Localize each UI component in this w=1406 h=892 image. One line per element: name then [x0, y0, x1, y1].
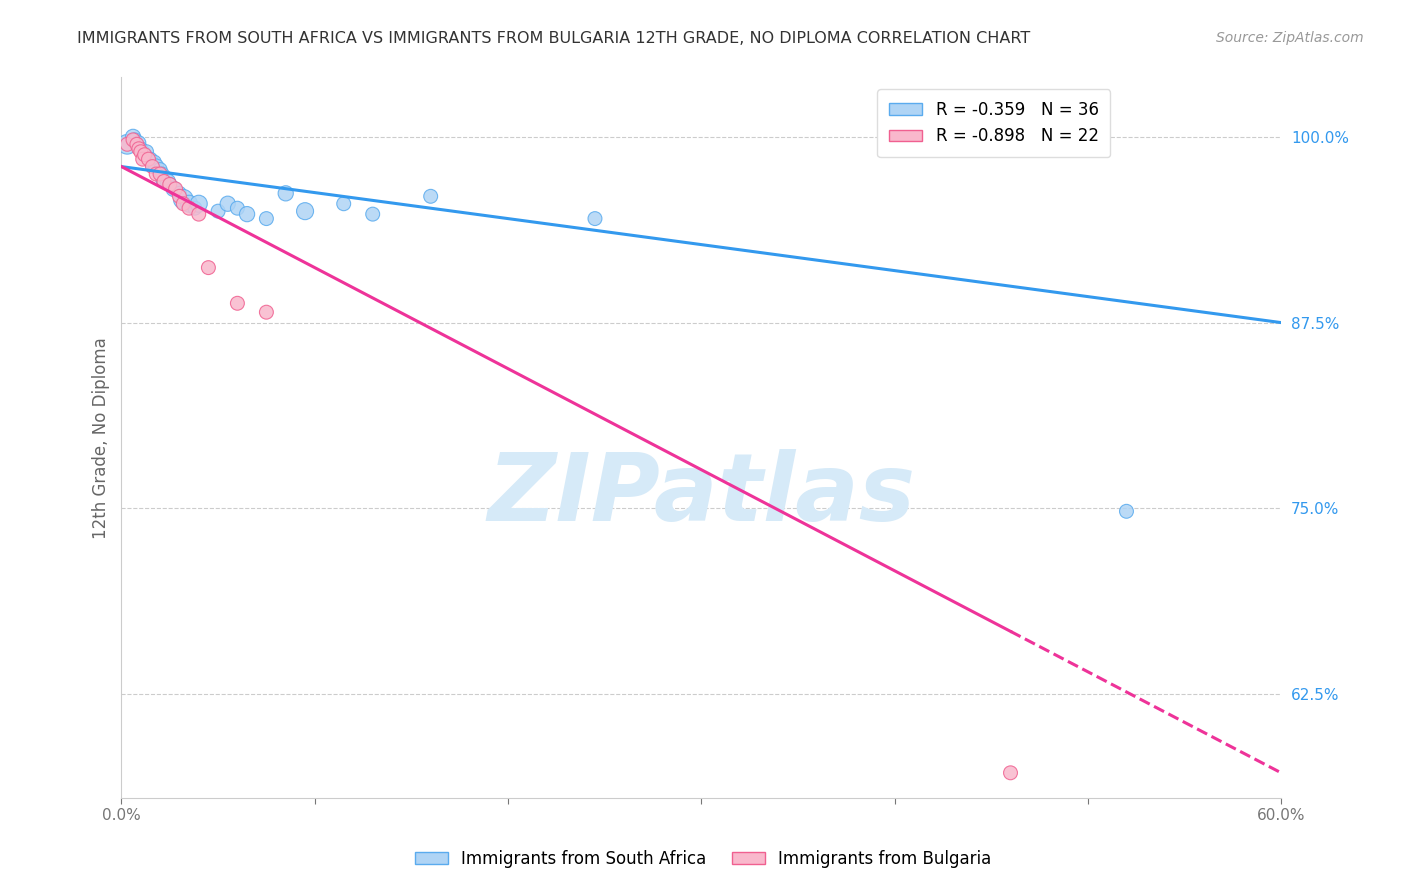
Point	[177, 196, 200, 211]
Point	[274, 186, 297, 201]
Point	[134, 147, 156, 161]
Point	[115, 137, 138, 152]
Point	[1115, 504, 1137, 518]
Point	[172, 196, 194, 211]
Point	[217, 196, 239, 211]
Text: Source: ZipAtlas.com: Source: ZipAtlas.com	[1216, 31, 1364, 45]
Point	[115, 137, 138, 152]
Point	[162, 182, 184, 196]
Point	[149, 167, 172, 181]
Point	[145, 160, 167, 174]
Point	[207, 204, 229, 219]
Point	[419, 189, 441, 203]
Point	[236, 207, 259, 221]
Point	[124, 133, 146, 147]
Point	[138, 152, 160, 166]
Point	[131, 145, 153, 159]
Point	[1000, 765, 1022, 780]
Point	[122, 133, 145, 147]
Point	[141, 156, 163, 170]
Point	[125, 137, 148, 152]
Point	[139, 152, 162, 166]
Point	[150, 167, 173, 181]
Point	[165, 182, 187, 196]
Point	[159, 178, 181, 192]
Point	[187, 196, 209, 211]
Legend: R = -0.359   N = 36, R = -0.898   N = 22: R = -0.359 N = 36, R = -0.898 N = 22	[877, 89, 1111, 157]
Point	[134, 147, 156, 161]
Point	[125, 137, 148, 152]
Point	[153, 174, 176, 188]
Point	[254, 211, 277, 226]
Point	[187, 207, 209, 221]
Point	[149, 162, 172, 177]
Point	[135, 145, 157, 159]
Point	[129, 142, 152, 156]
Point	[153, 171, 176, 186]
Text: ZIPatlas: ZIPatlas	[488, 450, 915, 541]
Point	[226, 201, 249, 215]
Point	[172, 192, 194, 206]
Point	[177, 201, 200, 215]
Point	[197, 260, 219, 275]
Point	[184, 201, 207, 215]
Point	[583, 211, 606, 226]
Point	[332, 196, 354, 211]
Point	[169, 186, 191, 201]
Point	[145, 167, 167, 181]
Point	[131, 152, 153, 166]
Text: IMMIGRANTS FROM SOUTH AFRICA VS IMMIGRANTS FROM BULGARIA 12TH GRADE, NO DIPLOMA : IMMIGRANTS FROM SOUTH AFRICA VS IMMIGRAN…	[77, 31, 1031, 46]
Point	[254, 305, 277, 319]
Point	[169, 189, 191, 203]
Point	[129, 145, 152, 159]
Point	[122, 129, 145, 144]
Point	[128, 142, 150, 156]
Point	[361, 207, 384, 221]
Point	[143, 155, 166, 169]
Point	[159, 178, 181, 192]
Point	[141, 160, 163, 174]
Y-axis label: 12th Grade, No Diploma: 12th Grade, No Diploma	[93, 337, 110, 539]
Point	[128, 136, 150, 150]
Point	[294, 204, 316, 219]
Point	[156, 174, 179, 188]
Legend: Immigrants from South Africa, Immigrants from Bulgaria: Immigrants from South Africa, Immigrants…	[408, 844, 998, 875]
Point	[226, 296, 249, 310]
